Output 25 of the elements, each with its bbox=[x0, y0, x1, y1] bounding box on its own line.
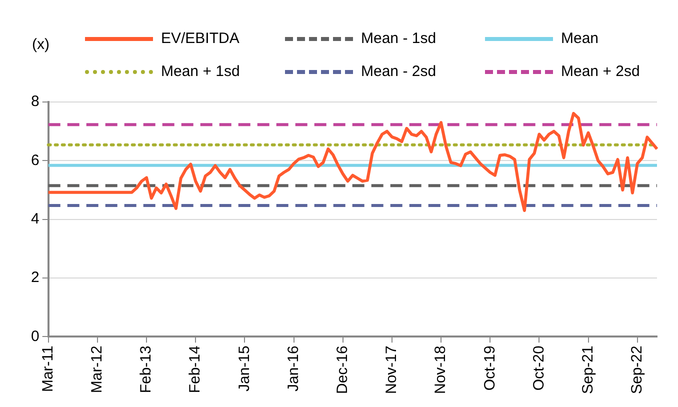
y-tick-label: 4 bbox=[31, 210, 40, 228]
legend-label: EV/EBITDA bbox=[161, 30, 240, 47]
x-tick-label: Nov-18 bbox=[432, 346, 450, 394]
x-tick-label: Dec-16 bbox=[334, 346, 351, 394]
y-tick-label: 8 bbox=[31, 93, 40, 110]
y-axis-title: (x) bbox=[32, 36, 50, 53]
x-tick-label: Mar-11 bbox=[39, 346, 56, 392]
y-tick-label: 0 bbox=[31, 328, 40, 345]
x-tick-label: Sep-21 bbox=[579, 346, 596, 394]
legend-label: Mean - 2sd bbox=[361, 63, 436, 80]
legend-label: Mean bbox=[561, 30, 599, 47]
legend-label: Mean - 1sd bbox=[361, 30, 436, 47]
x-tick-label: Oct-20 bbox=[530, 346, 548, 391]
y-tick-label: 2 bbox=[31, 269, 40, 286]
legend-label: Mean + 2sd bbox=[561, 63, 640, 80]
x-tick-label: Sep-22 bbox=[628, 346, 646, 394]
x-tick-label: Jan-15 bbox=[236, 346, 253, 392]
x-tick-label: Mar-12 bbox=[88, 346, 106, 394]
y-tick-label: 6 bbox=[31, 152, 40, 169]
x-tick-label: Jan-16 bbox=[284, 346, 302, 392]
x-tick-label: Feb-14 bbox=[186, 346, 204, 394]
x-tick-label: Nov-17 bbox=[383, 346, 400, 394]
x-tick-label: Oct-19 bbox=[481, 346, 498, 391]
legend-label: Mean + 1sd bbox=[161, 63, 240, 80]
x-tick-label: Feb-13 bbox=[138, 346, 155, 394]
